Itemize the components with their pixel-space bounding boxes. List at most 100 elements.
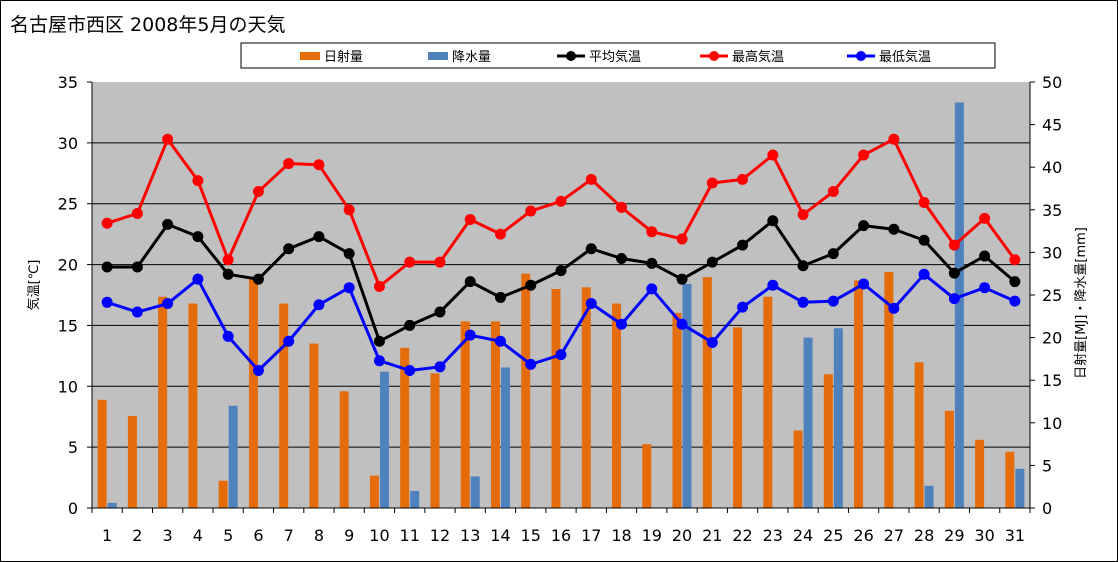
series-point bbox=[283, 243, 295, 255]
series-point bbox=[131, 207, 143, 219]
solar-bar bbox=[400, 347, 410, 508]
plot-area bbox=[92, 82, 1030, 508]
left-axis-label: 気温[℃] bbox=[26, 260, 42, 311]
series-point bbox=[343, 282, 355, 294]
legend-swatch bbox=[428, 52, 448, 60]
left-tick-label: 10 bbox=[58, 377, 78, 396]
x-tick-label: 4 bbox=[193, 526, 203, 545]
series-point bbox=[101, 261, 113, 273]
series-point bbox=[706, 177, 718, 189]
series-point bbox=[192, 273, 204, 285]
series-point bbox=[464, 329, 476, 341]
solar-bar bbox=[884, 271, 894, 508]
series-point bbox=[525, 279, 537, 291]
series-point bbox=[283, 158, 295, 170]
x-tick-label: 19 bbox=[642, 526, 662, 545]
series-point bbox=[767, 215, 779, 227]
left-tick-label: 15 bbox=[58, 316, 78, 335]
series-point bbox=[948, 293, 960, 305]
series-point bbox=[585, 173, 597, 185]
chart-title: 名古屋市西区 2008年5月の天気 bbox=[10, 14, 286, 36]
series-point bbox=[948, 267, 960, 279]
solar-bar bbox=[490, 321, 500, 508]
series-point bbox=[252, 364, 264, 376]
legend-marker bbox=[709, 51, 719, 61]
solar-bar bbox=[521, 273, 531, 508]
right-tick-label: 30 bbox=[1042, 243, 1062, 262]
x-tick-label: 13 bbox=[460, 526, 480, 545]
series-point bbox=[858, 278, 870, 290]
rain-bar bbox=[682, 283, 692, 508]
series-point bbox=[101, 296, 113, 308]
left-tick-label: 20 bbox=[58, 256, 78, 275]
solar-bar bbox=[733, 327, 743, 508]
x-tick-label: 23 bbox=[763, 526, 783, 545]
legend-label: 平均気温 bbox=[589, 49, 641, 65]
series-point bbox=[888, 302, 900, 314]
series-point bbox=[434, 306, 446, 318]
rain-bar bbox=[470, 476, 480, 508]
rain-bar bbox=[410, 490, 420, 508]
series-point bbox=[767, 279, 779, 291]
solar-bar bbox=[793, 430, 803, 508]
x-tick-label: 7 bbox=[284, 526, 294, 545]
solar-bar bbox=[279, 303, 289, 508]
series-point bbox=[767, 149, 779, 161]
solar-bar bbox=[612, 303, 622, 508]
series-point bbox=[222, 330, 234, 342]
solar-bar bbox=[158, 296, 168, 508]
solar-bar bbox=[702, 277, 712, 508]
series-point bbox=[162, 298, 174, 310]
rain-bar bbox=[833, 328, 843, 508]
series-point bbox=[827, 248, 839, 260]
series-point bbox=[827, 295, 839, 307]
x-tick-label: 1 bbox=[102, 526, 112, 545]
series-point bbox=[404, 256, 416, 268]
right-tick-label: 45 bbox=[1042, 116, 1062, 135]
x-tick-label: 30 bbox=[974, 526, 994, 545]
series-point bbox=[888, 223, 900, 235]
x-tick-label: 15 bbox=[521, 526, 541, 545]
series-point bbox=[222, 268, 234, 280]
series-point bbox=[494, 228, 506, 240]
series-point bbox=[555, 265, 567, 277]
x-tick-label: 16 bbox=[551, 526, 571, 545]
right-tick-label: 20 bbox=[1042, 329, 1062, 348]
solar-bar bbox=[188, 303, 198, 508]
series-point bbox=[797, 209, 809, 221]
x-tick-label: 2 bbox=[132, 526, 142, 545]
series-point bbox=[1009, 276, 1021, 288]
left-tick-label: 35 bbox=[58, 73, 78, 92]
left-tick-label: 5 bbox=[68, 438, 78, 457]
series-point bbox=[373, 335, 385, 347]
series-point bbox=[585, 243, 597, 255]
series-point bbox=[252, 273, 264, 285]
solar-bar bbox=[914, 362, 924, 508]
series-point bbox=[979, 250, 991, 262]
legend-marker bbox=[566, 51, 576, 61]
solar-bar bbox=[248, 277, 258, 508]
series-point bbox=[494, 291, 506, 303]
legend: 日射量 降水量 平均気温 最高気温 最低気温 bbox=[240, 42, 996, 69]
x-tick-label: 11 bbox=[400, 526, 420, 545]
series-point bbox=[434, 256, 446, 268]
rain-bar bbox=[1015, 468, 1025, 508]
x-tick-label: 8 bbox=[314, 526, 324, 545]
x-tick-label: 10 bbox=[369, 526, 389, 545]
bar-series bbox=[97, 102, 1025, 508]
right-tick-label: 25 bbox=[1042, 286, 1062, 305]
series-point bbox=[283, 335, 295, 347]
series-point bbox=[858, 220, 870, 232]
series-point bbox=[918, 268, 930, 280]
series-point bbox=[464, 276, 476, 288]
rain-bar bbox=[803, 337, 813, 508]
right-tick-label: 35 bbox=[1042, 201, 1062, 220]
x-tick-label: 17 bbox=[581, 526, 601, 545]
series-point bbox=[343, 248, 355, 260]
x-tick-label: 24 bbox=[793, 526, 813, 545]
series-point bbox=[222, 254, 234, 266]
x-tick-label: 18 bbox=[611, 526, 631, 545]
rain-bar bbox=[107, 502, 117, 508]
series-point bbox=[676, 233, 688, 245]
x-tick-label: 20 bbox=[672, 526, 692, 545]
